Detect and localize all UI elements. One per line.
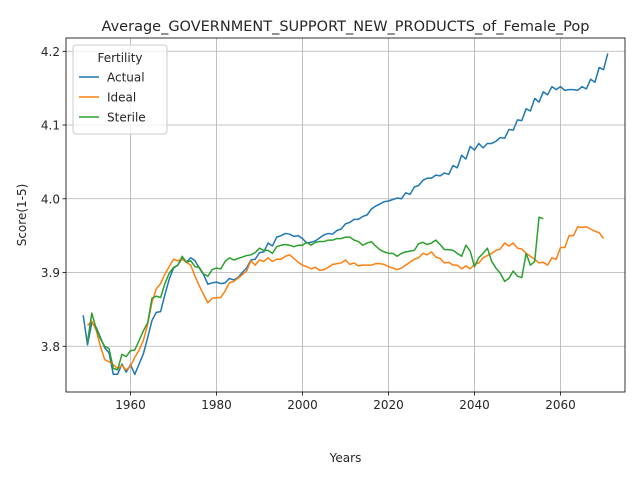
series-line-ideal [86, 226, 605, 371]
series-line-sterile [86, 216, 544, 371]
plot-area [82, 53, 609, 376]
grid-lines [66, 38, 625, 392]
x-tick-label: 2000 [287, 398, 318, 412]
y-tick-label: 4.1 [41, 119, 60, 133]
series-line-actual [82, 53, 609, 376]
x-axis-label: Years [329, 451, 362, 465]
y-tick-label: 3.8 [41, 340, 60, 354]
x-tick-label: 1960 [115, 398, 146, 412]
chart-title: Average_GOVERNMENT_SUPPORT_NEW_PRODUCTS_… [102, 19, 590, 35]
legend-label: Ideal [107, 91, 136, 105]
x-tick-label: 2060 [545, 398, 576, 412]
legend-box [72, 44, 168, 135]
legend-label: Actual [107, 71, 145, 85]
y-axis: 3.8 3.9 4.0 4.1 4.2 [41, 45, 66, 354]
x-tick-label: 2020 [373, 398, 404, 412]
y-tick-label: 3.9 [41, 266, 60, 280]
y-axis-label: Score(1-5) [15, 184, 29, 247]
x-axis: 1960 1980 2000 2020 2040 2060 [115, 392, 576, 412]
legend-label: Sterile [107, 111, 146, 125]
x-tick-label: 1980 [201, 398, 232, 412]
legend-title: Fertility [97, 51, 142, 65]
y-tick-label: 4.0 [41, 192, 60, 206]
y-tick-label: 4.2 [41, 45, 60, 59]
legend: Fertility Actual Ideal Sterile [72, 44, 168, 135]
x-tick-label: 2040 [459, 398, 490, 412]
axes-frame [65, 37, 626, 393]
